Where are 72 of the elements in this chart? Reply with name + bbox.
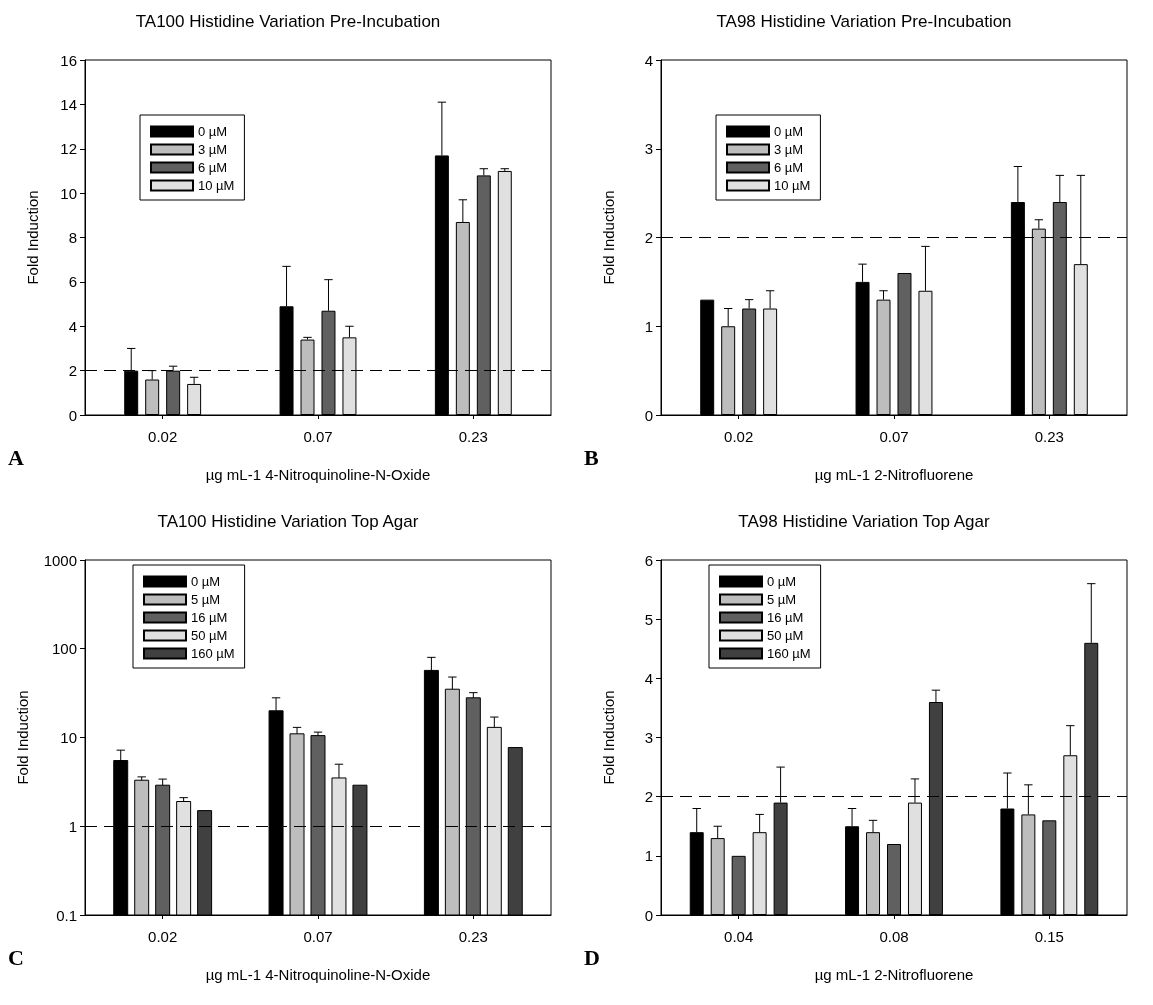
legend-label: 16 µM	[767, 610, 804, 625]
legend-label: 160 µM	[767, 646, 811, 661]
legend-label: 3 µM	[774, 142, 804, 157]
y-tick-label: 2	[644, 229, 653, 246]
x-tick-label: 0.15	[1034, 928, 1064, 945]
y-tick-label: 16	[60, 51, 77, 69]
y-axis-title: Fold Induction	[600, 190, 617, 285]
legend-label: 6 µM	[198, 160, 228, 175]
y-tick-label: 10	[60, 729, 77, 746]
x-tick-label: 0.04	[724, 928, 754, 945]
legend-label: 10 µM	[774, 178, 811, 193]
text: B	[584, 445, 599, 471]
chart-title: TA98 Histidine Variation Pre-Incubation	[716, 12, 1012, 31]
legend-label: 0 µM	[198, 124, 228, 139]
x-axis-title: µg mL-1 2-Nitrofluorene	[814, 466, 974, 483]
text: C	[8, 945, 24, 971]
x-axis-title: µg mL-1 4-Nitroquinoline-N-Oxide	[205, 966, 431, 983]
chart-title: TA98 Histidine Variation Top Agar	[738, 512, 991, 531]
legend-label: 160 µM	[191, 646, 235, 661]
text: D	[584, 945, 600, 971]
y-tick-label: 100	[51, 640, 77, 658]
y-tick-label: 2	[68, 362, 77, 380]
x-tick-label: 0.23	[458, 928, 488, 945]
x-tick-label: 0.23	[458, 428, 488, 445]
y-tick-label: 4	[68, 317, 77, 335]
x-tick-label: 0.08	[879, 928, 909, 945]
x-tick-label: 0.07	[303, 428, 333, 445]
y-tick-label: 5	[644, 610, 653, 628]
y-tick-label: 6	[68, 273, 77, 291]
y-tick-label: 0	[68, 406, 77, 424]
x-tick-label: 0.02	[148, 928, 178, 945]
y-tick-label: 14	[60, 95, 77, 113]
legend-label: 50 µM	[767, 628, 804, 643]
y-tick-label: 1	[68, 817, 77, 835]
y-tick-label: 0	[644, 906, 653, 924]
y-tick-label: 10	[60, 184, 77, 202]
y-tick-label: 4	[644, 669, 653, 687]
y-axis-title: Fold Induction	[24, 190, 41, 285]
legend-label: 0 µM	[767, 574, 797, 589]
legend-label: 0 µM	[191, 574, 221, 589]
y-axis-title: Fold Induction	[600, 690, 617, 785]
legend-label: 5 µM	[767, 592, 797, 607]
y-tick-label: 2	[644, 788, 653, 806]
y-tick-label: 3	[644, 729, 653, 746]
y-tick-label: 3	[644, 140, 653, 158]
legend-label: 0 µM	[774, 124, 804, 139]
text: A	[8, 445, 24, 471]
y-axis-title: Fold Induction	[14, 690, 31, 785]
chart-title: TA100 Histidine Variation Top Agar	[157, 512, 419, 531]
legend-label: 50 µM	[191, 628, 228, 643]
y-tick-label: 1000	[43, 551, 77, 569]
legend-label: 16 µM	[191, 610, 228, 625]
y-tick-label: 1	[644, 317, 653, 335]
x-tick-label: 0.02	[148, 428, 178, 445]
chart-title: TA100 Histidine Variation Pre-Incubation	[135, 12, 441, 31]
x-axis-title: µg mL-1 4-Nitroquinoline-N-Oxide	[205, 466, 431, 483]
y-tick-label: 0	[644, 406, 653, 424]
x-tick-label: 0.07	[879, 428, 909, 445]
y-tick-label: 4	[644, 51, 653, 69]
x-tick-label: 0.07	[303, 928, 333, 945]
x-axis-title: µg mL-1 2-Nitrofluorene	[814, 966, 974, 983]
x-tick-label: 0.02	[724, 428, 754, 445]
legend-label: 10 µM	[198, 178, 235, 193]
y-tick-label: 0.1	[56, 906, 77, 924]
y-tick-label: 1	[644, 847, 653, 865]
y-tick-label: 12	[60, 140, 77, 158]
legend-label: 5 µM	[191, 592, 221, 607]
y-tick-label: 6	[644, 551, 653, 569]
legend-label: 3 µM	[198, 142, 228, 157]
y-tick-label: 8	[68, 229, 77, 246]
x-tick-label: 0.23	[1034, 428, 1064, 445]
legend-label: 6 µM	[774, 160, 804, 175]
